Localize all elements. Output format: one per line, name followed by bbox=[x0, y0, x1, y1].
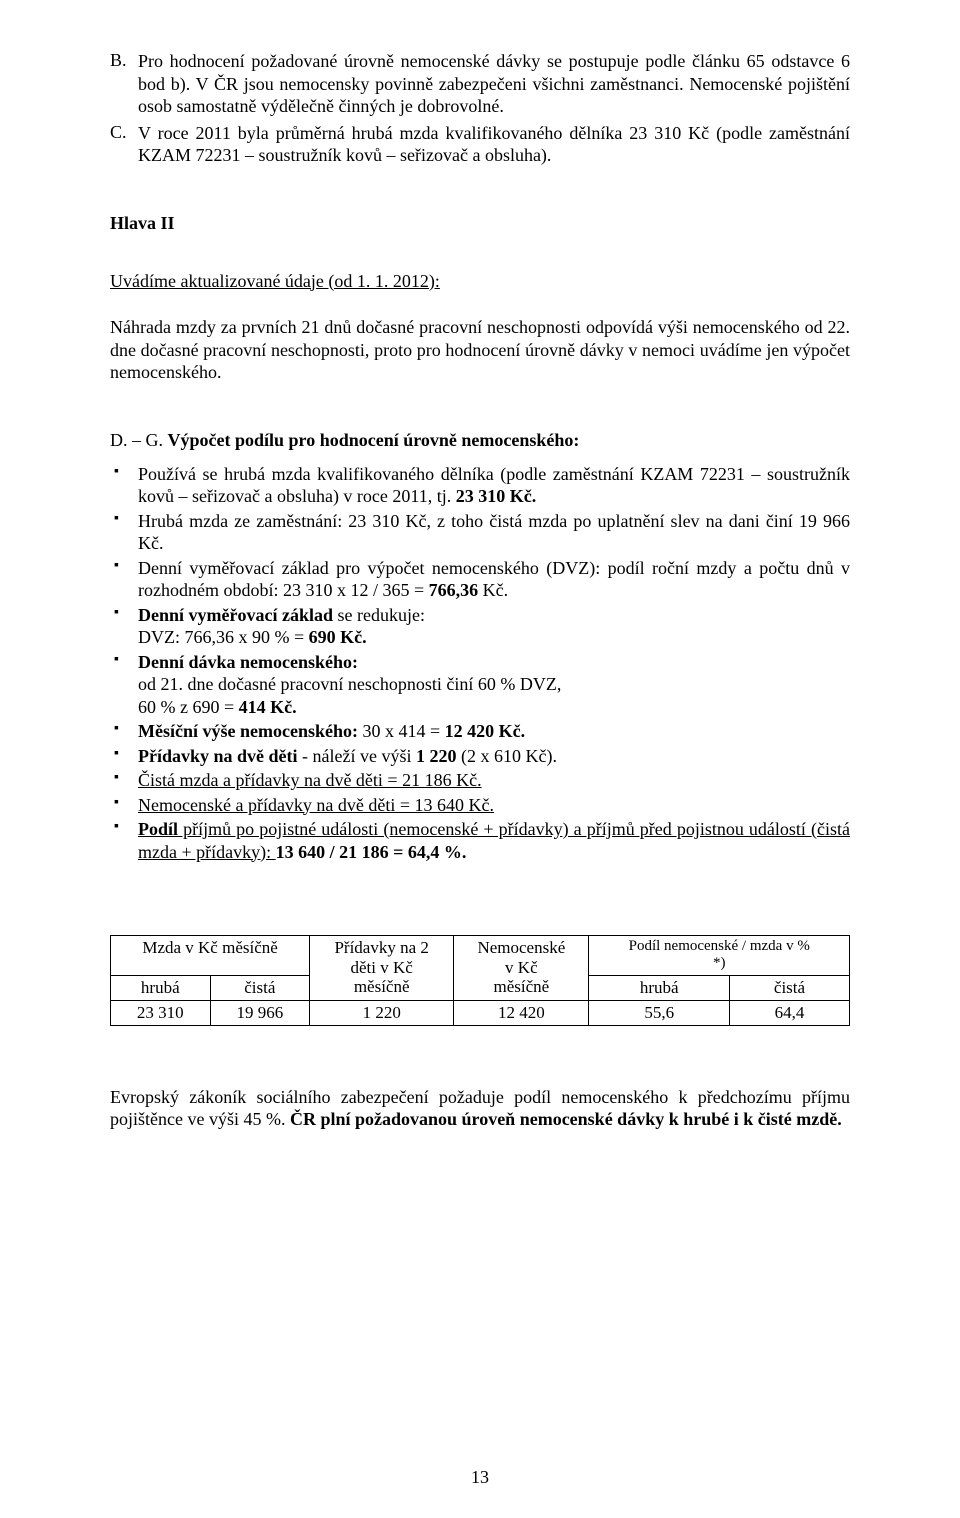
bullet-6: Měsíční výše nemocenského: 30 x 414 = 12… bbox=[110, 720, 850, 743]
th-pridavky-1: Přídavky na 2 bbox=[316, 938, 447, 958]
item-c-text: V roce 2011 byla průměrná hrubá mzda kva… bbox=[138, 122, 850, 167]
hlava-heading: Hlava II bbox=[110, 213, 850, 234]
bullet-6a: Měsíční výše nemocenského: bbox=[138, 721, 358, 741]
bullet-1b: 23 310 Kč. bbox=[456, 486, 537, 506]
footer-b: ČR plní požadovanou úroveň nemocenské dá… bbox=[290, 1109, 842, 1129]
bullet-2: Hrubá mzda ze zaměstnání: 23 310 Kč, z t… bbox=[110, 510, 850, 555]
bullet-3c: Kč. bbox=[483, 580, 509, 600]
th-podil-2: *) bbox=[595, 955, 843, 972]
td-p-hruba: 55,6 bbox=[589, 1000, 730, 1025]
page-number: 13 bbox=[0, 1467, 960, 1488]
item-c-letter: C. bbox=[110, 122, 138, 167]
th-podil-1: Podíl nemocenské / mzda v % bbox=[595, 938, 843, 955]
th-podil: Podíl nemocenské / mzda v % *) bbox=[589, 936, 850, 976]
bullet-4a: Denní vyměřovací základ bbox=[138, 605, 333, 625]
th-pridavky-3: měsíčně bbox=[316, 977, 447, 997]
summary-table: Mzda v Kč měsíčně Přídavky na 2 děti v K… bbox=[110, 935, 850, 1026]
bullet-5: Denní dávka nemocenského: od 21. dne doč… bbox=[110, 651, 850, 719]
bullet-3: Denní vyměřovací základ pro výpočet nemo… bbox=[110, 557, 850, 602]
bullet-7d: (2 x 610 Kč). bbox=[461, 746, 557, 766]
bullet-6b: 30 x 414 = bbox=[358, 721, 445, 741]
dg-title-text: Výpočet podílu pro hodnocení úrovně nemo… bbox=[168, 430, 580, 450]
bullet-3b: 766,36 bbox=[429, 580, 483, 600]
bullet-8-text: Čistá mzda a přídavky na dvě děti = 21 1… bbox=[138, 770, 482, 790]
bullet-7c: 1 220 bbox=[416, 746, 461, 766]
th-p-cista: čistá bbox=[729, 975, 849, 1000]
bullet-7a: Přídavky na dvě děti bbox=[138, 746, 298, 766]
bullet-10c: 13 640 / 21 186 = 64,4 %. bbox=[276, 842, 467, 862]
th-cista: čistá bbox=[210, 975, 310, 1000]
td-p-cista: 64,4 bbox=[729, 1000, 849, 1025]
bullet-5-sub2b: 414 Kč. bbox=[239, 697, 297, 717]
table-header-row-1: Mzda v Kč měsíčně Přídavky na 2 děti v K… bbox=[111, 936, 850, 976]
uvadime-line: Uvádíme aktualizované údaje (od 1. 1. 20… bbox=[110, 270, 850, 293]
th-nemoc-3: měsíčně bbox=[460, 977, 582, 997]
bullet-4-sub-a: DVZ: 766,36 x 90 % = bbox=[138, 627, 309, 647]
td-nemoc: 12 420 bbox=[454, 1000, 589, 1025]
th-p-hruba: hrubá bbox=[589, 975, 730, 1000]
item-c: C. V roce 2011 byla průměrná hrubá mzda … bbox=[110, 122, 850, 167]
bullet-5a: Denní dávka nemocenského: bbox=[138, 652, 358, 672]
th-pridavky-2: děti v Kč bbox=[316, 958, 447, 978]
bullet-4-sub: DVZ: 766,36 x 90 % = 690 Kč. bbox=[138, 626, 850, 649]
nahrada-para: Náhrada mzdy za prvních 21 dnů dočasné p… bbox=[110, 316, 850, 384]
bullet-list: Používá se hrubá mzda kvalifikovaného dě… bbox=[110, 463, 850, 864]
th-pridavky: Přídavky na 2 děti v Kč měsíčně bbox=[310, 936, 454, 1001]
dg-heading: D. – G. Výpočet podílu pro hodnocení úro… bbox=[110, 430, 850, 451]
bullet-1: Používá se hrubá mzda kvalifikovaného dě… bbox=[110, 463, 850, 508]
bullet-7b: - náleží ve výši bbox=[298, 746, 416, 766]
bullet-8: Čistá mzda a přídavky na dvě děti = 21 1… bbox=[110, 769, 850, 792]
th-nemoc-1: Nemocenské bbox=[460, 938, 582, 958]
bullet-10: Podíl příjmů po pojistné události (nemoc… bbox=[110, 818, 850, 863]
th-nemoc-2: v Kč bbox=[460, 958, 582, 978]
table-data-row: 23 310 19 966 1 220 12 420 55,6 64,4 bbox=[111, 1000, 850, 1025]
bullet-10a: Podíl bbox=[138, 819, 178, 839]
bullet-5-sub2: 60 % z 690 = 414 Kč. bbox=[138, 696, 850, 719]
bullet-9-text: Nemocenské a přídavky na dvě děti = 13 6… bbox=[138, 795, 494, 815]
td-hruba: 23 310 bbox=[111, 1000, 211, 1025]
bullet-6c: 12 420 Kč. bbox=[445, 721, 526, 741]
item-b-text: Pro hodnocení požadované úrovně nemocens… bbox=[138, 50, 850, 118]
th-hruba: hrubá bbox=[111, 975, 211, 1000]
bullet-10b: příjmů po pojistné události (nemocenské … bbox=[138, 819, 850, 862]
item-b: B. Pro hodnocení požadované úrovně nemoc… bbox=[110, 50, 850, 118]
dg-label: D. – G. bbox=[110, 430, 168, 450]
footer-para: Evropský zákoník sociálního zabezpečení … bbox=[110, 1086, 850, 1131]
td-pridavky: 1 220 bbox=[310, 1000, 454, 1025]
document-page: B. Pro hodnocení požadované úrovně nemoc… bbox=[0, 0, 960, 1518]
bullet-7: Přídavky na dvě děti - náleží ve výši 1 … bbox=[110, 745, 850, 768]
bullet-4-sub-b: 690 Kč. bbox=[309, 627, 367, 647]
bullet-4: Denní vyměřovací základ se redukuje: DVZ… bbox=[110, 604, 850, 649]
th-nemoc: Nemocenské v Kč měsíčně bbox=[454, 936, 589, 1001]
td-cista: 19 966 bbox=[210, 1000, 310, 1025]
th-mzda: Mzda v Kč měsíčně bbox=[111, 936, 310, 976]
bullet-9: Nemocenské a přídavky na dvě děti = 13 6… bbox=[110, 794, 850, 817]
item-b-letter: B. bbox=[110, 50, 138, 118]
bullet-4b: se redukuje: bbox=[333, 605, 425, 625]
bullet-5-sub2a: 60 % z 690 = bbox=[138, 697, 239, 717]
bullet-5-sub1: od 21. dne dočasné pracovní neschopnosti… bbox=[138, 673, 850, 696]
